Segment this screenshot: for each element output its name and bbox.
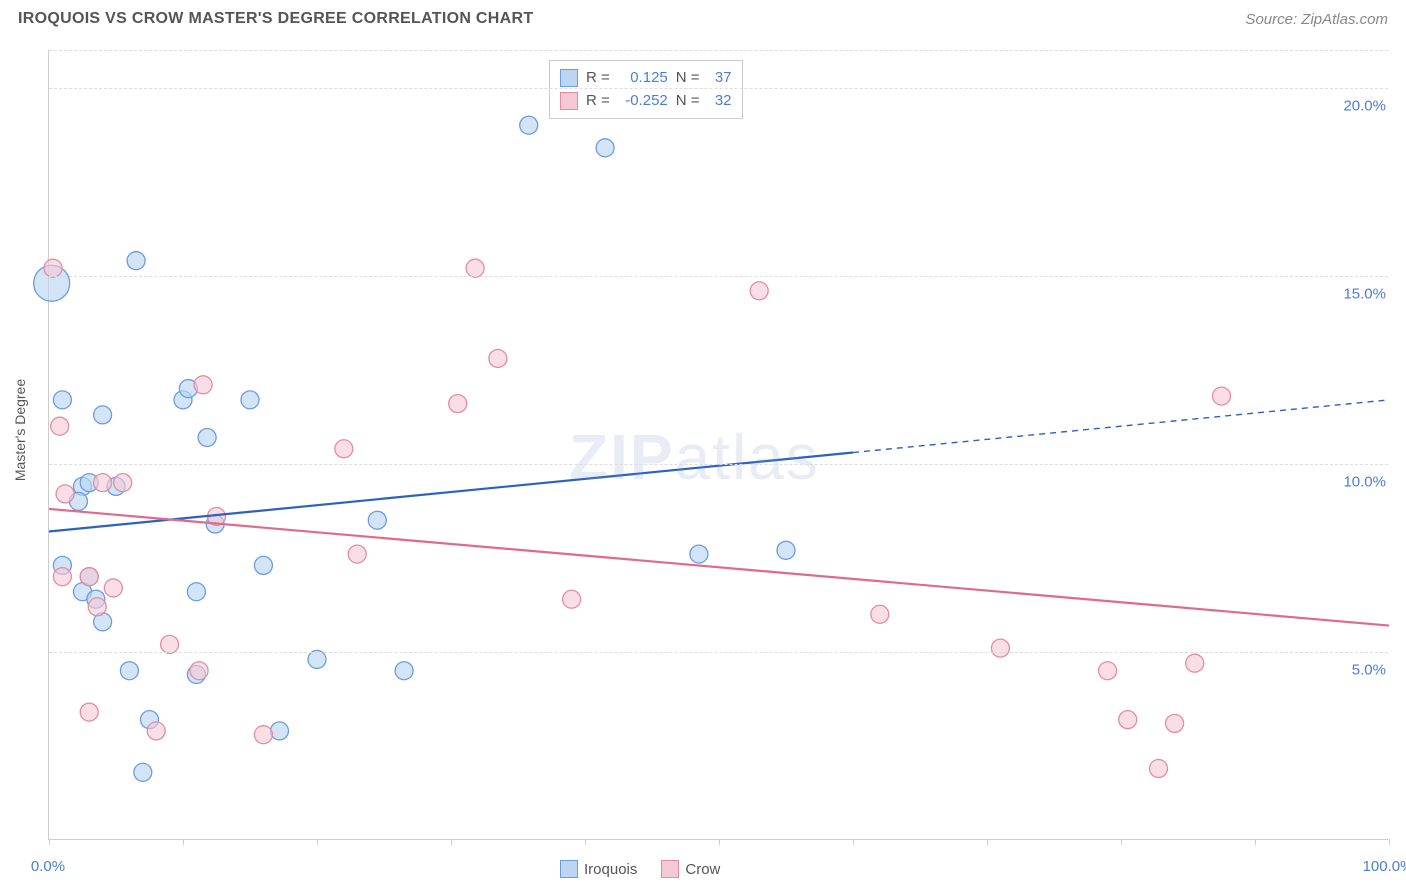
data-point [94, 474, 112, 492]
y-tick-label: 10.0% [1339, 473, 1390, 490]
data-point [1213, 387, 1231, 405]
data-point [1186, 654, 1204, 672]
data-point [241, 391, 259, 409]
data-point [161, 635, 179, 653]
data-point [563, 590, 581, 608]
x-tick [987, 839, 988, 845]
gridline [49, 88, 1388, 89]
n-label-2: N = [676, 90, 700, 113]
data-point [991, 639, 1009, 657]
data-point [120, 662, 138, 680]
data-point [187, 583, 205, 601]
r-value-crow: -0.252 [618, 90, 668, 113]
stats-row-crow: R = -0.252 N = 32 [560, 90, 732, 113]
data-point [53, 391, 71, 409]
data-point [449, 395, 467, 413]
x-tick [49, 839, 50, 845]
x-tick [317, 839, 318, 845]
data-point [395, 662, 413, 680]
x-tick-label: 100.0% [1363, 858, 1406, 875]
data-point [466, 259, 484, 277]
data-point [56, 485, 74, 503]
x-tick [719, 839, 720, 845]
x-tick [451, 839, 452, 845]
trend-line [49, 509, 1389, 626]
legend-swatch-iroquois [560, 860, 578, 878]
x-tick [585, 839, 586, 845]
trend-line-extrapolated [853, 400, 1389, 453]
data-point [80, 568, 98, 586]
data-point [88, 598, 106, 616]
data-point [1150, 760, 1168, 778]
gridline [49, 50, 1388, 51]
data-point [147, 722, 165, 740]
y-tick-label: 15.0% [1339, 285, 1390, 302]
data-point [80, 703, 98, 721]
bottom-legend: Iroquois Crow [560, 860, 720, 878]
scatter-plot-svg [49, 50, 1388, 839]
chart-title: IROQUOIS VS CROW MASTER'S DEGREE CORRELA… [18, 10, 533, 28]
data-point [134, 763, 152, 781]
n-label: N = [676, 67, 700, 90]
x-tick-label: 0.0% [31, 858, 65, 875]
data-point [254, 726, 272, 744]
data-point [871, 605, 889, 623]
data-point [127, 252, 145, 270]
data-point [114, 474, 132, 492]
data-point [44, 259, 62, 277]
stats-legend-box: R = 0.125 N = 37 R = -0.252 N = 32 [549, 60, 743, 119]
gridline [49, 464, 1388, 465]
y-tick-label: 20.0% [1339, 97, 1390, 114]
x-tick [1121, 839, 1122, 845]
data-point [1099, 662, 1117, 680]
y-axis-title: Master's Degree [12, 379, 28, 481]
swatch-iroquois [560, 69, 578, 87]
data-point [1119, 711, 1137, 729]
data-point [777, 541, 795, 559]
r-value-iroquois: 0.125 [618, 67, 668, 90]
r-label-2: R = [586, 90, 610, 113]
n-value-crow: 32 [708, 90, 732, 113]
data-point [104, 579, 122, 597]
data-point [270, 722, 288, 740]
gridline [49, 652, 1388, 653]
chart-plot-area: ZIPatlas R = 0.125 N = 37 R = -0.252 N =… [48, 50, 1388, 840]
data-point [750, 282, 768, 300]
data-point [690, 545, 708, 563]
data-point [348, 545, 366, 563]
swatch-crow [560, 92, 578, 110]
legend-swatch-crow [661, 860, 679, 878]
x-tick [1389, 839, 1390, 845]
r-label: R = [586, 67, 610, 90]
data-point [194, 376, 212, 394]
data-point [1166, 714, 1184, 732]
data-point [335, 440, 353, 458]
data-point [489, 349, 507, 367]
data-point [198, 428, 216, 446]
data-point [368, 511, 386, 529]
n-value-iroquois: 37 [708, 67, 732, 90]
legend-label-crow: Crow [685, 861, 720, 878]
x-tick [183, 839, 184, 845]
data-point [520, 116, 538, 134]
legend-label-iroquois: Iroquois [584, 861, 637, 878]
data-point [190, 662, 208, 680]
data-point [53, 568, 71, 586]
legend-item-crow: Crow [661, 860, 720, 878]
data-point [308, 650, 326, 668]
x-tick [1255, 839, 1256, 845]
data-point [596, 139, 614, 157]
legend-item-iroquois: Iroquois [560, 860, 637, 878]
data-point [51, 417, 69, 435]
x-tick [853, 839, 854, 845]
stats-row-iroquois: R = 0.125 N = 37 [560, 67, 732, 90]
data-point [94, 406, 112, 424]
source-attribution: Source: ZipAtlas.com [1245, 11, 1388, 28]
data-point [254, 556, 272, 574]
gridline [49, 276, 1388, 277]
y-tick-label: 5.0% [1348, 661, 1390, 678]
